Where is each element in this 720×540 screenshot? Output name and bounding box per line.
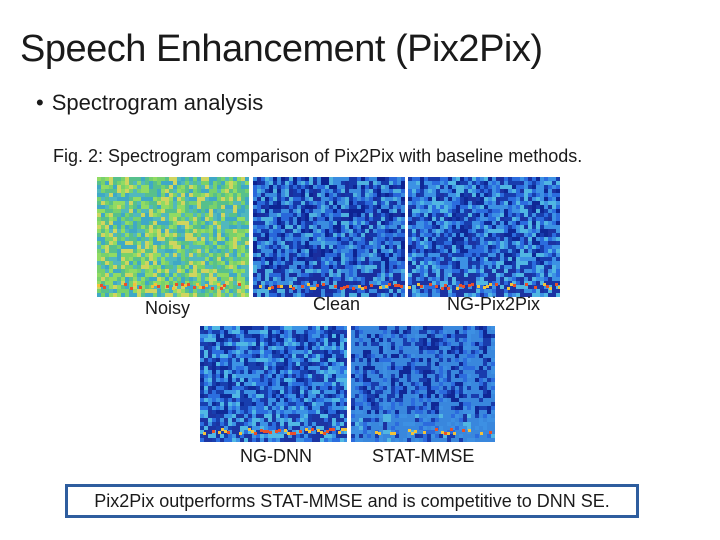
conclusion-callout: Pix2Pix outperforms STAT-MMSE and is com… [65, 484, 639, 518]
label-noisy: Noisy [145, 298, 191, 318]
spectrogram-stat-mmse [351, 326, 495, 442]
spectrogram-clean [253, 177, 405, 297]
spectrogram-ng-dnn [200, 326, 347, 442]
spectrogram-noisy [97, 177, 249, 297]
slide-title: Speech Enhancement (Pix2Pix) [20, 28, 543, 70]
bullet-dot-icon: • [36, 90, 44, 115]
bullet-text: Spectrogram analysis [51, 90, 264, 115]
label-ng-pix2pix: NG-Pix2Pix [447, 294, 541, 314]
label-stat-mmse: STAT-MMSE [372, 446, 475, 466]
label-ng-dnn: NG-DNN [240, 446, 312, 466]
label-clean: Clean [313, 294, 361, 314]
spectrogram-ng-pix2pix [408, 177, 560, 297]
figure-caption: Fig. 2: Spectrogram comparison of Pix2Pi… [53, 146, 583, 166]
bullet-item: • Spectrogram analysis [36, 90, 263, 116]
